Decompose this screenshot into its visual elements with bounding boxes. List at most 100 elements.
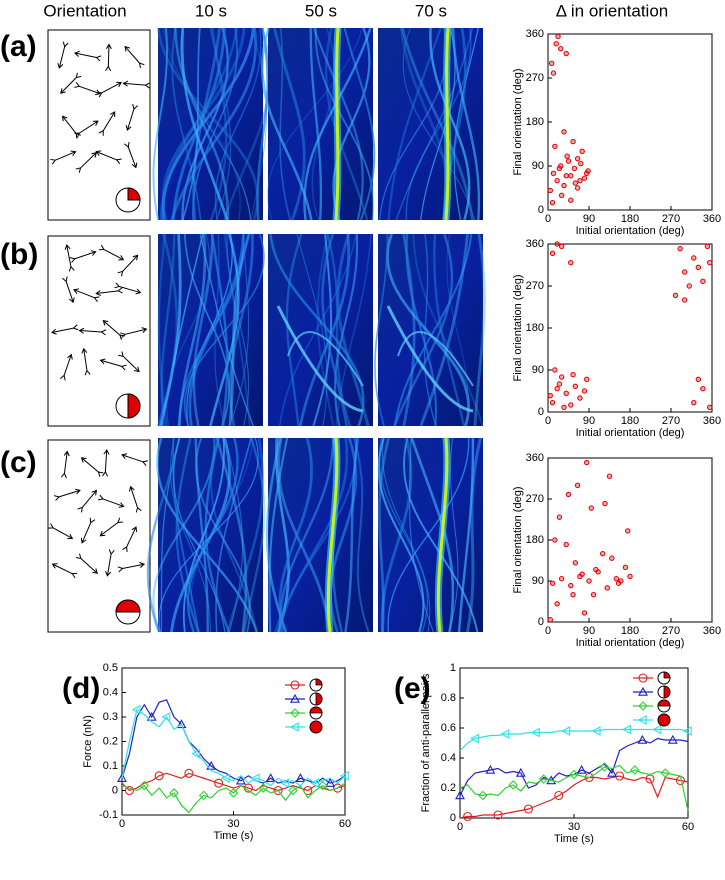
series-marker: [169, 788, 179, 798]
arrow-head: [80, 537, 87, 544]
filament-trace: [381, 437, 431, 633]
x-tick-label: 180: [621, 415, 639, 427]
x-tick-label: 60: [682, 821, 694, 833]
series-marker: [184, 768, 194, 778]
filament-arrow: [80, 457, 104, 477]
filament-trace: [199, 233, 255, 427]
arrow-head: [103, 449, 110, 455]
arrow-tail: [59, 374, 66, 381]
legend-marker: [289, 722, 299, 732]
filament-trace: [448, 437, 459, 633]
scatter-point: [570, 371, 576, 378]
filament-arrow: [124, 45, 145, 69]
scatter-point: [552, 537, 558, 543]
plot-frame: [547, 33, 713, 211]
plot-frame: [459, 667, 689, 819]
filament-arrow: [77, 489, 98, 513]
scatter-point: [564, 153, 570, 159]
series-marker: [523, 804, 533, 814]
y-tick-label: 360: [526, 28, 544, 40]
filament-trace: [309, 27, 323, 221]
scatter-point: [558, 576, 565, 582]
arrow-head: [128, 485, 135, 492]
arrow-shaft: [65, 281, 74, 303]
arrow-tail: [74, 82, 81, 88]
arrow-head: [135, 288, 142, 295]
scatter-point: [568, 402, 574, 408]
scatter-point: [572, 180, 579, 186]
filament-trace: [277, 437, 349, 633]
scatter-point: [572, 560, 579, 566]
scatter-point: [561, 129, 567, 135]
arrow-tail: [123, 141, 130, 148]
arrow-tail: [75, 72, 82, 79]
legend-icon-fill: [657, 699, 671, 707]
arrow-shaft: [103, 249, 124, 261]
series-marker: [154, 771, 164, 781]
filament-trace: [214, 233, 226, 427]
series-marker: [500, 729, 510, 739]
arrow-tail: [117, 287, 123, 294]
bundle-curve: [287, 331, 364, 387]
scatter-point: [549, 580, 556, 586]
filament-trace: [268, 437, 289, 633]
arrow-shaft: [124, 328, 147, 335]
filament-trace: [228, 233, 254, 427]
filament-trace: [157, 233, 168, 427]
column-header: 50 s: [305, 1, 337, 20]
arrow-head: [110, 111, 116, 117]
x-tick-label: 90: [583, 415, 595, 427]
scatter-point: [550, 170, 557, 177]
scatter-point: [552, 143, 558, 150]
arrow-shaft: [58, 489, 81, 498]
filament-trace: [419, 233, 469, 427]
y-tick-label: 0.4: [103, 686, 118, 698]
filament-trace: [180, 27, 252, 221]
scatter-point: [554, 385, 560, 392]
kymograph-image: [378, 27, 483, 221]
x-axis-label: Time (s): [554, 833, 594, 845]
arrow-head: [122, 80, 129, 87]
scatter-point: [588, 505, 594, 511]
x-axis-label: Initial orientation (deg): [576, 637, 685, 649]
scatter-point: [672, 292, 679, 299]
y-tick-label: 0.5: [103, 662, 118, 674]
scatter-point: [581, 610, 588, 616]
filament-trace: [183, 233, 230, 427]
x-tick-label: 0: [457, 821, 463, 833]
series-marker: [576, 764, 587, 774]
series-marker: [652, 724, 662, 735]
arrow-head: [81, 347, 88, 354]
scatter-point: [568, 582, 574, 589]
arrow-tail: [75, 553, 82, 560]
y-tick-label: 90: [532, 575, 544, 587]
series-marker: [569, 769, 579, 780]
legend-marker: [637, 715, 647, 725]
filament-trace: [393, 233, 473, 427]
arrow-shaft: [107, 44, 110, 67]
arrow-head: [91, 489, 98, 496]
scatter-point: [584, 170, 590, 177]
scatter-point: [553, 41, 559, 47]
scatter-point: [568, 173, 574, 179]
series-line: [459, 728, 689, 751]
arrow-shaft: [83, 348, 88, 371]
filament-trace: [374, 233, 389, 427]
filament-trace: [473, 233, 486, 427]
x-tick-label: 0: [545, 213, 551, 225]
filament-trace: [242, 437, 266, 633]
y-axis-label: Final orientation (deg): [512, 486, 524, 593]
scatter-point: [561, 404, 567, 411]
arrow-head: [105, 43, 112, 50]
series-line: [121, 782, 346, 814]
scatter-point: [574, 155, 581, 162]
arrow-tail: [62, 41, 69, 48]
filament-arrow: [105, 43, 112, 72]
arrow-shaft: [80, 152, 97, 169]
series-marker: [117, 773, 127, 782]
arrow-head: [51, 563, 58, 569]
arrow-shaft: [102, 111, 116, 132]
filament-trace: [466, 437, 482, 633]
filament-trace: [315, 27, 375, 221]
